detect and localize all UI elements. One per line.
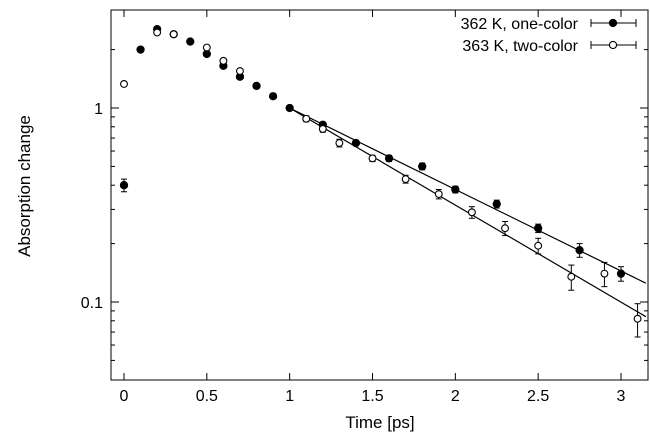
filled-circle-marker [418,162,427,171]
y-minor-ticks [111,49,648,361]
open-circle-marker [153,28,162,37]
filled-circle-marker [451,185,460,194]
open-circle-marker [401,175,410,184]
x-tick-label: 3 [617,388,626,405]
open-circle-marker [219,56,228,65]
data-point-series-2 [567,264,576,291]
data-point-series-1 [285,103,294,113]
legend-label-1: 362 K, one-color [461,16,579,33]
legend-open-circle-marker [608,40,618,50]
plot-frame [110,9,649,381]
filled-circle-marker [136,45,145,54]
x-tick-label: 0 [120,388,129,405]
filled-circle-marker [351,138,361,148]
data-point-series-2 [534,237,543,255]
data-point-series-2 [633,303,642,338]
data-point-series-2 [219,56,228,65]
data-point-series-1 [384,154,394,163]
data-point-series-2 [335,138,344,148]
open-circle-marker [534,241,543,250]
legend-label-2: 363 K, two-color [462,38,578,55]
data-point-series-1 [534,223,543,234]
data-point-series-1 [252,81,261,91]
open-circle-marker [368,154,377,163]
open-circle-marker [318,124,327,133]
legend-filled-circle-marker [608,18,618,28]
filled-circle-marker [252,81,261,91]
data-point-series-2 [236,67,244,76]
data-point-series-2 [318,124,327,133]
data-point-series-2 [434,189,443,200]
filled-circle-marker [384,154,394,163]
data-point-series-2 [368,154,377,163]
data-point-series-1 [268,92,278,101]
data-point-series-2 [153,28,162,37]
data-point-series-1 [136,45,145,54]
open-circle-marker [467,208,476,217]
open-circle-marker [335,139,344,147]
x-tick-label: 0.5 [196,388,218,405]
data-point-series-2 [401,174,410,184]
fit-line-2 [289,107,647,318]
data-point-series-2 [501,220,509,237]
fit-line-1 [289,107,647,284]
data-point-series-1 [492,199,501,209]
data-point-series-1 [616,266,626,282]
legend: 362 K, one-color 363 K, two-color [461,16,637,55]
data-point-series-1 [351,138,361,148]
data-point-series-1 [575,243,584,258]
data-point-series-1 [451,185,460,194]
x-tick-label: 1 [285,388,294,405]
filled-circle-marker [268,92,278,101]
filled-circle-marker [616,269,626,278]
x-tick-label: 1.5 [361,388,383,405]
x-axis-title: Time [ps] [345,413,414,432]
data-point-series-1 [186,37,195,46]
y-tick-label: 1 [94,101,103,118]
data-points [119,24,642,338]
data-point-series-2 [467,206,476,219]
y-axis-title: Absorption change [15,115,34,257]
open-circle-marker [236,67,244,76]
open-circle-marker [501,224,509,233]
x-tick-label: 2.5 [527,388,549,405]
open-circle-marker [202,43,211,52]
y-tick-label: 0.1 [81,295,103,312]
data-point-series-2 [169,30,178,39]
open-circle-marker [302,114,311,123]
open-circle-marker [567,272,576,281]
open-circle-marker [600,269,609,278]
filled-circle-marker [119,181,129,190]
data-point-series-1 [119,178,129,193]
open-circle-marker [434,190,443,199]
data-point-series-1 [235,72,245,81]
y-tick-labels: 0.11 [81,101,103,312]
filled-circle-marker [575,246,584,255]
open-circle-marker [633,314,642,323]
filled-circle-marker [186,37,195,46]
data-point-series-2 [202,43,211,52]
filled-circle-marker [492,199,501,209]
filled-circle-marker [534,224,543,233]
open-circle-marker [169,30,178,39]
data-point-series-1 [418,162,427,171]
data-point-series-2 [120,80,128,88]
data-point-series-2 [600,261,609,288]
tick-marks [111,10,648,380]
fit-lines [289,107,647,318]
open-circle-marker [120,80,128,88]
data-point-series-2 [302,114,311,123]
filled-circle-marker [285,103,294,113]
x-tick-label: 2 [451,388,460,405]
x-tick-labels: 0 0.5 1 1.5 2 2.5 3 [120,388,626,405]
